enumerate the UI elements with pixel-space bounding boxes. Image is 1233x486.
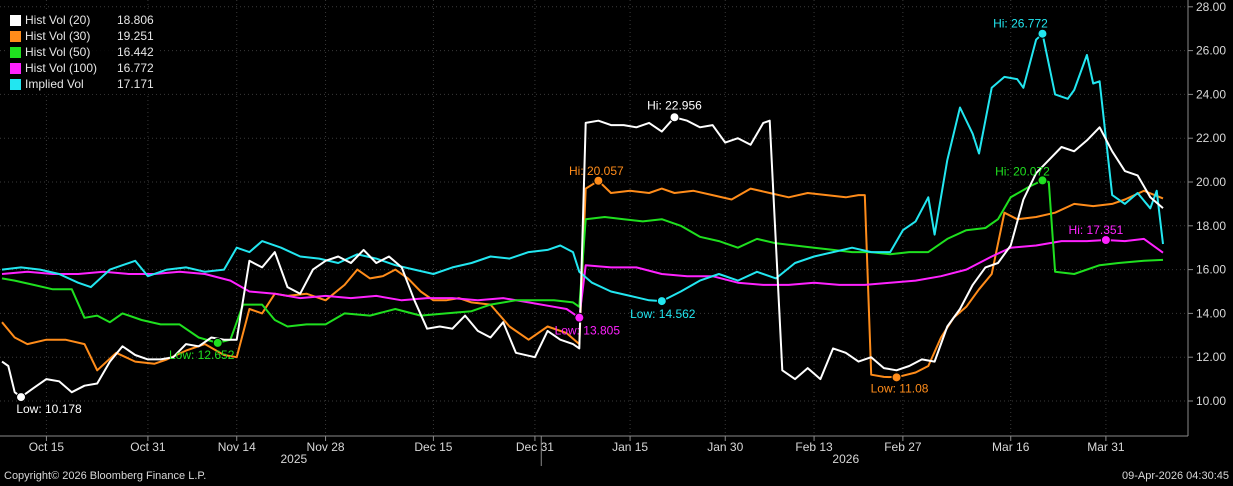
legend-item-hist-vol-100[interactable]: Hist Vol (100) 16.772 [10,60,154,76]
annotation-label: Hi: 20.057 [569,164,624,178]
copyright-text: Copyright© 2026 Bloomberg Finance L.P. [4,470,207,482]
series-line-hist-vol-20 [1,116,1164,399]
annotation-marker [593,175,604,186]
annotation-label: Low: 12.652 [169,348,235,362]
legend-series-value: 18.806 [117,13,154,27]
annotation-label: Low: 14.562 [630,307,696,321]
x-tick-label: Nov 28 [307,440,345,454]
legend-series-name: Hist Vol (20) [25,13,91,27]
y-tick-label: 10.00 [1196,394,1226,408]
annotation-label: Hi: 17.351 [1069,223,1124,237]
annotation-label: Low: 10.178 [16,402,82,416]
legend-series-value: 17.171 [117,77,154,91]
annotation-label: Hi: 22.956 [647,98,702,112]
legend-swatch-icon [10,62,21,74]
x-tick-label: Feb 27 [884,440,922,454]
timestamp-text: 09-Apr-2026 04:30:45 [1121,470,1229,482]
annotation-label: Low: 11.08 [871,381,929,395]
annotation-marker [1037,28,1048,39]
annotation-label: Low: 13.805 [555,324,621,338]
legend-series-value: 16.772 [117,61,154,75]
annotation-marker [574,312,585,323]
x-tick-label: Jan 15 [612,440,648,454]
legend-series-name: Hist Vol (100) [25,61,98,75]
legend-series-value: 19.251 [117,29,154,43]
x-tick-label: Feb 13 [795,440,833,454]
x-tick-label: Nov 14 [218,440,256,454]
x-tick-label: Oct 15 [29,440,65,454]
annotation-label: Hi: 26.772 [993,17,1048,31]
annotation-marker [1100,235,1111,246]
y-tick-label: 28.00 [1196,0,1226,14]
legend-swatch-icon [10,14,21,26]
legend-item-hist-vol-50[interactable]: Hist Vol (50) 16.442 [10,44,154,60]
y-tick-label: 18.00 [1196,219,1226,233]
legend-item-hist-vol-30[interactable]: Hist Vol (30) 19.251 [10,28,154,44]
x-tick-label: Mar 16 [992,440,1030,454]
annotation-marker [1037,175,1048,186]
annotation-label: Hi: 20.072 [995,164,1050,178]
x-tick-label: Dec 31 [516,440,554,454]
legend-series-name: Hist Vol (50) [25,45,91,59]
y-tick-label: 24.00 [1196,87,1226,101]
legend-item-hist-vol-20[interactable]: Hist Vol (20) 18.806 [10,12,154,28]
legend-swatch-icon [10,30,21,42]
y-tick-label: 22.00 [1196,131,1226,145]
legend-item-implied-vol[interactable]: Implied Vol 17.171 [10,76,154,92]
chart-legend: Hist Vol (20) 18.806 Hist Vol (30) 19.25… [6,10,158,94]
legend-series-name: Hist Vol (30) [25,29,91,43]
y-tick-label: 12.00 [1196,350,1226,364]
annotation-marker [212,337,223,348]
y-tick-label: 14.00 [1196,306,1226,320]
y-tick-label: 26.00 [1196,44,1226,58]
legend-series-value: 16.442 [117,45,154,59]
annotation-marker [669,112,680,123]
annotation-marker [16,392,27,403]
y-tick-label: 16.00 [1196,263,1226,277]
legend-series-name: Implied Vol [25,77,84,91]
x-year-label: 2025 [280,452,307,466]
annotation-marker [656,296,667,307]
x-tick-label: Dec 15 [414,440,452,454]
series-line-hist-vol-100 [1,237,1164,319]
x-tick-label: Mar 31 [1087,440,1125,454]
annotation-marker [891,372,902,383]
y-tick-label: 20.00 [1196,175,1226,189]
x-tick-label: Jan 30 [707,440,743,454]
x-year-label: 2026 [832,452,859,466]
x-tick-label: Oct 31 [130,440,166,454]
legend-swatch-icon [10,78,21,90]
legend-swatch-icon [10,46,21,58]
series-line-implied-vol [1,32,1164,303]
